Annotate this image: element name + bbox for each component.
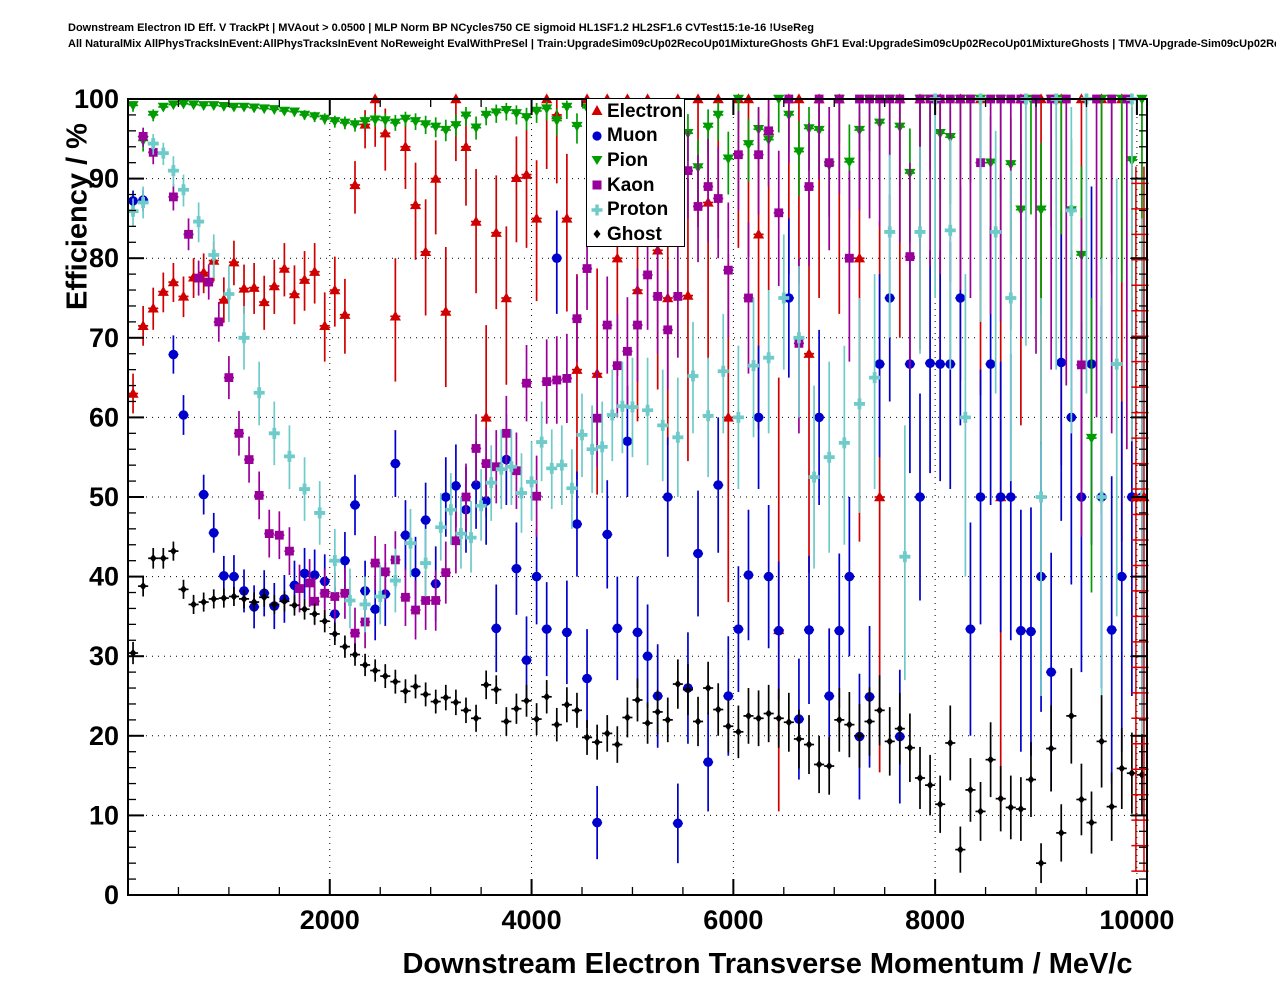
legend-item-pion: Pion [587,148,684,173]
legend-item-muon: Muon [587,124,684,149]
overflow-ladder [1130,166,1150,872]
legend-item-ghost: Ghost [587,222,684,247]
legend-item-electron: Electron [587,99,684,124]
tick-labels: 0 10 20 30 40 50 60 70 80 90 100 2000 4000 6000 8000 10… [74,84,1175,935]
y-tick-label: 70 [89,323,119,353]
electron-triangle-up-icon [587,102,607,120]
y-tick-label: 90 [89,164,119,194]
x-tick-label: 8000 [905,905,965,935]
y-tick-label: 80 [89,243,119,273]
ghost-diamond-icon [587,225,607,243]
x-tick-label: 4000 [502,905,562,935]
pion-triangle-down-icon [587,151,607,169]
kaon-square-icon [587,176,607,194]
x-tick-label: 2000 [300,905,360,935]
legend-box: Electron Muon Pion Kaon Proton Ghost [586,98,685,247]
legend-item-proton: Proton [587,197,684,222]
legend-item-kaon: Kaon [587,173,684,198]
muon-circle-icon [587,127,607,145]
y-tick-label: 40 [89,562,119,592]
y-axis-title: Efficiency / % [61,123,94,310]
y-tick-label: 30 [89,641,119,671]
x-tick-label: 10000 [1099,905,1174,935]
y-tick-label: 50 [89,482,119,512]
plot-title-line2: All NaturalMix AllPhysTracksInEvent:AllP… [68,38,1276,50]
y-tick-label: 100 [74,84,119,114]
x-axis-title: Downstream Electron Transverse Momentum … [402,948,1133,980]
x-tick-label: 6000 [703,905,763,935]
y-tick-label: 20 [89,721,119,751]
proton-cross-icon [587,201,607,219]
series-ghost [128,541,1147,884]
y-tick-label: 10 [89,800,119,830]
plot-title-line1: Downstream Electron ID Eff. V TrackPt | … [68,22,814,34]
y-tick-label: 60 [89,402,119,432]
y-tick-label: 0 [104,880,119,910]
